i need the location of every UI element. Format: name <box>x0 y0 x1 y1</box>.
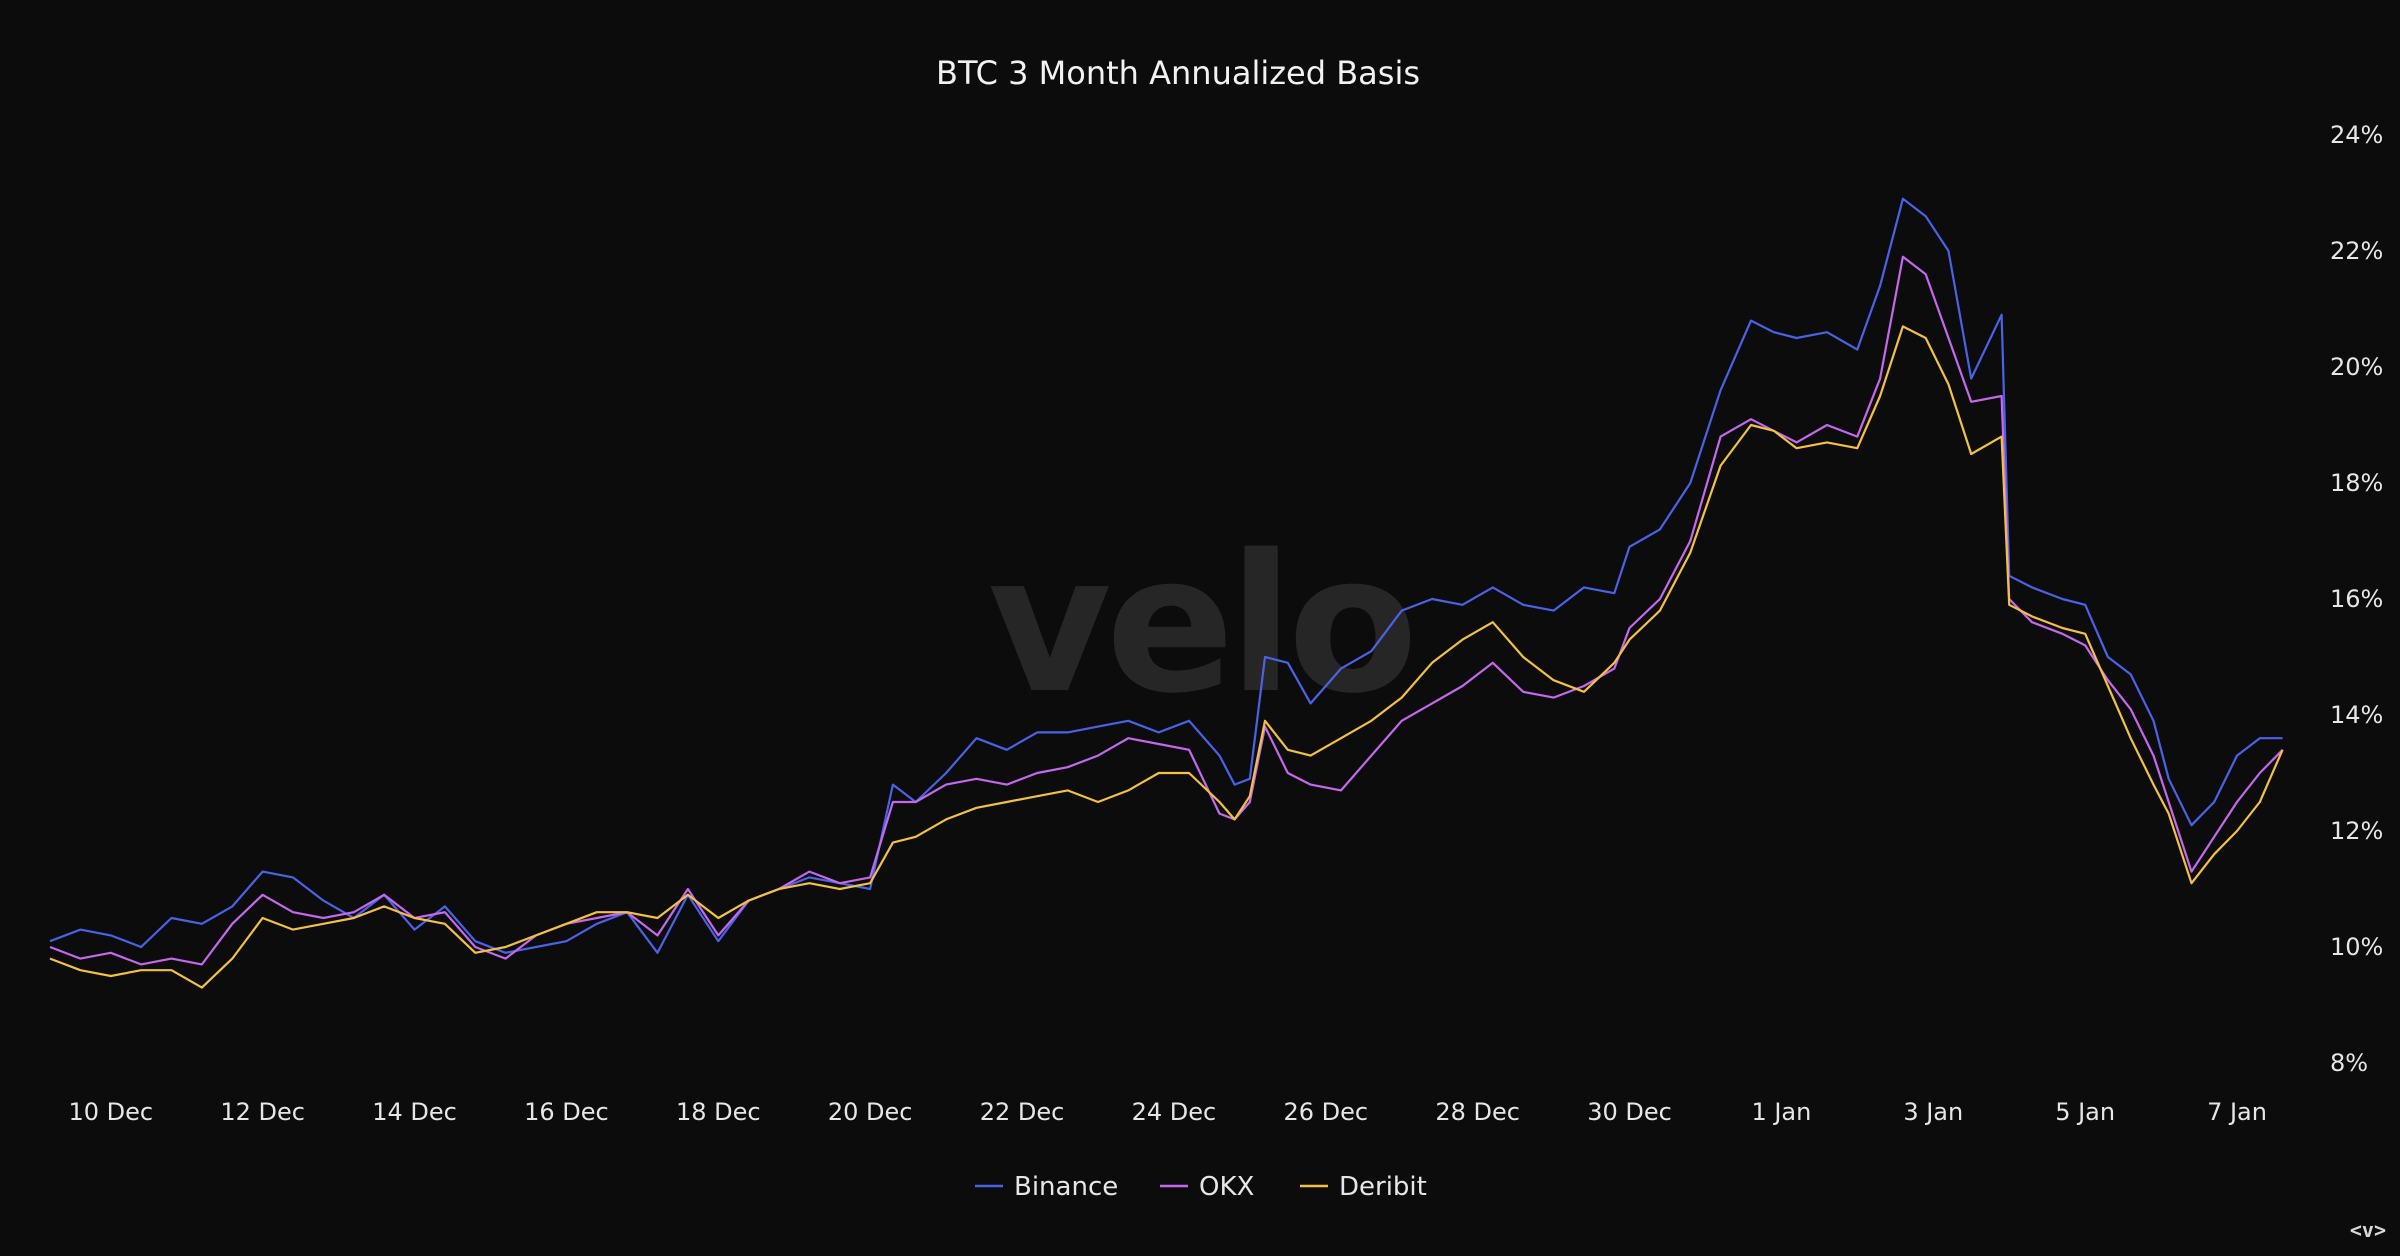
plot-area <box>49 197 2284 989</box>
chart-title: BTC 3 Month Annualized Basis <box>936 54 1420 92</box>
x-tick-label: 24 Dec <box>1132 1098 1217 1126</box>
x-tick-label: 20 Dec <box>828 1098 913 1126</box>
x-tick-label: 28 Dec <box>1435 1098 1520 1126</box>
y-tick-label: 14% <box>2330 701 2383 729</box>
legend-item-okx[interactable]: OKX <box>1160 1172 1254 1202</box>
y-tick-label: 16% <box>2330 585 2383 613</box>
watermark-logo: velo <box>988 514 1412 735</box>
series-line-binance <box>49 197 2283 954</box>
x-tick-label: 10 Dec <box>68 1098 153 1126</box>
y-tick-label: 18% <box>2330 469 2383 497</box>
x-tick-label: 5 Jan <box>2055 1098 2115 1126</box>
legend-label: Deribit <box>1339 1172 1427 1202</box>
y-tick-label: 8% <box>2330 1049 2368 1077</box>
x-axis: 10 Dec 12 Dec 14 Dec 16 Dec 18 Dec 20 Dec 22 D… <box>68 1098 2267 1126</box>
y-tick-label: 20% <box>2330 353 2383 381</box>
legend-item-binance[interactable]: Binance <box>975 1172 1118 1202</box>
series-line-deribit <box>49 325 2284 989</box>
x-tick-label: 14 Dec <box>372 1098 457 1126</box>
legend-label: Binance <box>1014 1172 1118 1202</box>
x-tick-label: 22 Dec <box>980 1098 1065 1126</box>
x-tick-label: 12 Dec <box>220 1098 305 1126</box>
nav-hint[interactable]: <v> <box>2349 1218 2386 1242</box>
x-tick-label: 26 Dec <box>1283 1098 1368 1126</box>
x-tick-label: 3 Jan <box>1903 1098 1963 1126</box>
x-tick-label: 30 Dec <box>1587 1098 1672 1126</box>
legend[interactable]: Binance OKX Deribit <box>975 1172 1427 1202</box>
x-tick-label: 16 Dec <box>524 1098 609 1126</box>
y-tick-label: 10% <box>2330 933 2383 961</box>
y-tick-label: 12% <box>2330 817 2383 845</box>
y-axis: 8% 10% 12% 14% 16% 18% 20% 22% 24% <box>2330 121 2383 1077</box>
legend-label: OKX <box>1199 1172 1254 1202</box>
x-tick-label: 1 Jan <box>1751 1098 1811 1126</box>
legend-item-deribit[interactable]: Deribit <box>1300 1172 1427 1202</box>
y-tick-label: 24% <box>2330 121 2383 149</box>
x-tick-label: 18 Dec <box>676 1098 761 1126</box>
x-tick-label: 7 Jan <box>2207 1098 2267 1126</box>
y-tick-label: 22% <box>2330 237 2383 265</box>
series-line-okx <box>49 255 2284 966</box>
